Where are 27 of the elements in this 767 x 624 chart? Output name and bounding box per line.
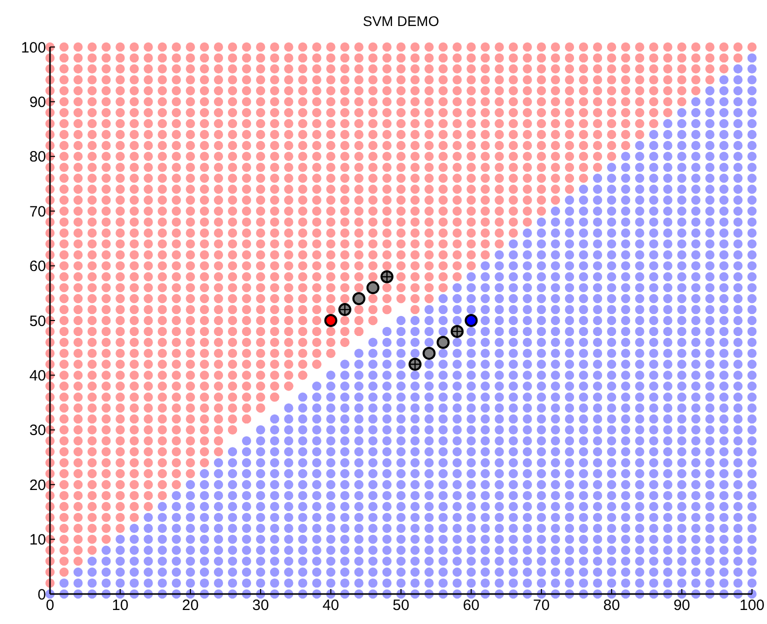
point — [422, 346, 436, 360]
point — [352, 292, 366, 306]
y-tick-label: 100 — [20, 39, 46, 56]
y-tick-label: 50 — [29, 312, 46, 330]
x-tick-label: 20 — [182, 597, 199, 614]
point — [436, 336, 450, 349]
x-tick-label: 40 — [322, 597, 340, 614]
x-tick-label: 60 — [462, 597, 480, 614]
x-tick-label: 30 — [252, 597, 269, 614]
y-tick-label: 30 — [29, 422, 46, 440]
y-tick-label: 40 — [29, 367, 46, 384]
y-tick-label: 90 — [29, 94, 46, 111]
point — [324, 314, 338, 327]
chart-title: SVM DEMO — [362, 13, 440, 29]
x-tick-label: 50 — [392, 597, 410, 614]
y-tick-label: 60 — [29, 258, 46, 276]
x-tick-label: 70 — [533, 597, 550, 614]
x-tick-label: 90 — [673, 597, 690, 614]
point — [464, 314, 478, 327]
y-tick-label: 80 — [29, 148, 46, 166]
x-tick-label: 80 — [603, 597, 620, 614]
x-tick-label: 100 — [739, 597, 765, 614]
y-tick-label: 20 — [29, 476, 46, 494]
y-tick-label: 70 — [29, 203, 46, 220]
x-tick-label: 10 — [112, 597, 129, 614]
y-tick-label: 10 — [29, 532, 46, 549]
point — [366, 281, 380, 294]
